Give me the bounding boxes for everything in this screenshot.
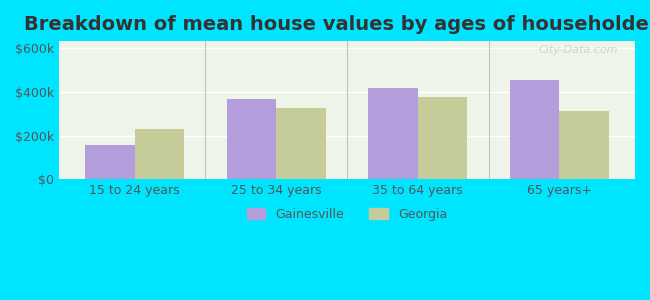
Bar	[227, 99, 276, 179]
Title: Breakdown of mean house values by ages of householders: Breakdown of mean house values by ages o…	[24, 15, 650, 34]
Bar	[85, 146, 135, 179]
Bar	[418, 97, 467, 179]
Bar	[276, 108, 326, 179]
Bar	[135, 129, 184, 179]
Bar	[510, 80, 559, 179]
Legend: Gainesville, Georgia: Gainesville, Georgia	[242, 203, 452, 226]
Text: City-Data.com: City-Data.com	[538, 45, 617, 55]
Bar	[368, 88, 418, 179]
Bar	[559, 111, 609, 179]
